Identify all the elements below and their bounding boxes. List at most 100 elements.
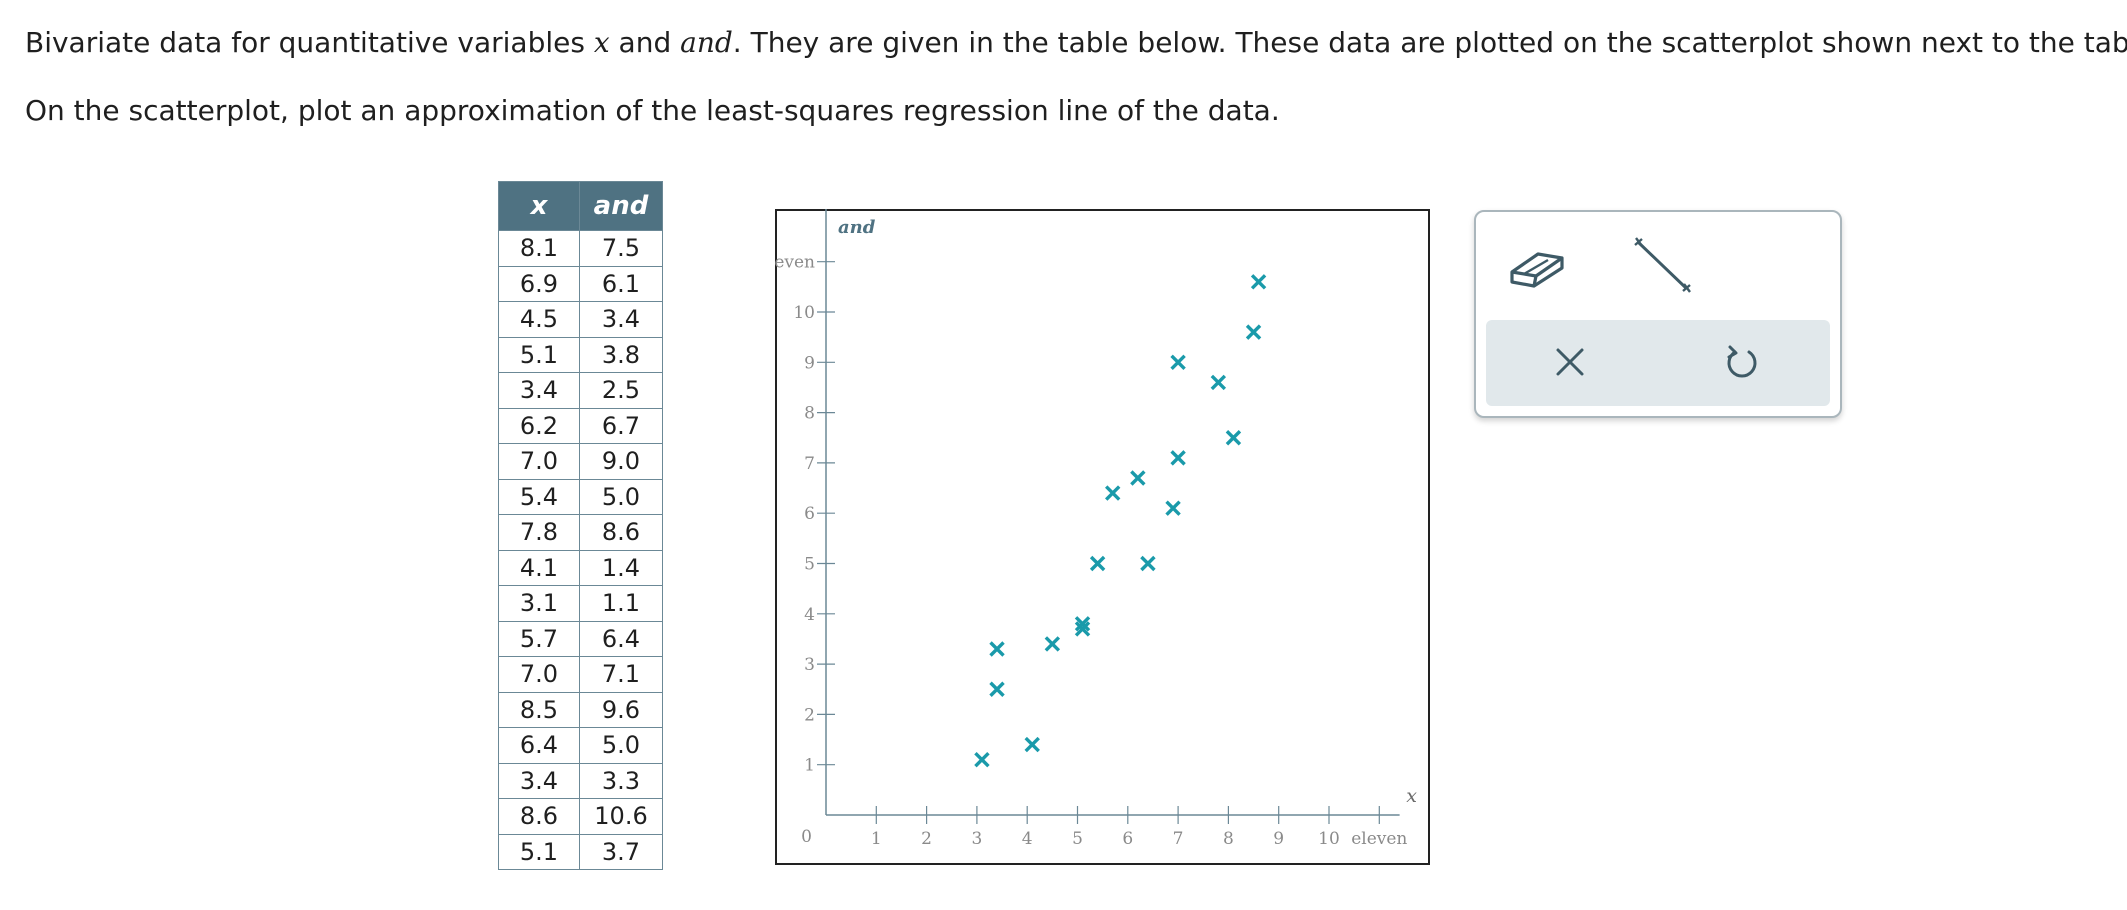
- x-tick-label: 6: [1122, 829, 1133, 849]
- y-tick-label: 2: [804, 705, 815, 725]
- x-marker: [1130, 470, 1146, 486]
- eraser-tool-button[interactable]: [1504, 238, 1568, 294]
- cell-y: 6.4: [579, 620, 663, 657]
- cell-x: 8.5: [498, 691, 580, 728]
- table-row: 5.4 5.0: [498, 478, 663, 515]
- cell-y: 7.1: [579, 656, 663, 693]
- origin-label: 0: [801, 827, 812, 847]
- cell-y: 3.8: [579, 336, 663, 373]
- table-body: 8.1 7.5 6.9 6.1 4.5 3.4 5.1 3.8 3.4 2.5 6.2 6.7 7.0 9…: [498, 230, 663, 870]
- table-row: 3.1 1.1: [498, 585, 663, 622]
- undo-button[interactable]: [1722, 342, 1762, 382]
- cell-x: 3.4: [498, 762, 580, 799]
- table-row: 8.6 10.6: [498, 798, 663, 835]
- question-line-2: On the scatterplot, plot an approximatio…: [25, 94, 1280, 127]
- cell-y: 6.7: [579, 407, 663, 444]
- cell-y: 3.3: [579, 762, 663, 799]
- data-point: [1170, 450, 1186, 466]
- table-row: 8.1 7.5: [498, 230, 663, 267]
- x-marker: [989, 681, 1005, 697]
- y-tick-label: 9: [804, 353, 815, 373]
- table-row: 5.1 3.7: [498, 833, 663, 870]
- x-tick-label: 1: [871, 829, 882, 849]
- x-marker: [1170, 354, 1186, 371]
- cell-y: 3.4: [579, 301, 663, 338]
- data-point: [1044, 636, 1061, 652]
- x-marker: [1140, 555, 1156, 572]
- data-point: [1165, 500, 1181, 516]
- data-point: [1105, 485, 1121, 501]
- x-marker: [1225, 430, 1242, 446]
- cell-x: 6.9: [498, 265, 580, 302]
- cell-y: 9.0: [579, 443, 663, 480]
- cell-y: 1.1: [579, 585, 663, 622]
- question-line-1: Bivariate data for quantitative variable…: [25, 26, 2127, 59]
- y-tick-label: 3: [804, 655, 815, 675]
- table-row: 8.5 9.6: [498, 691, 663, 728]
- scatterplot-frame: [775, 209, 1430, 865]
- x-marker: [1044, 636, 1061, 652]
- x-tick-label: 4: [1022, 829, 1033, 849]
- table-row: 7.0 9.0: [498, 443, 663, 480]
- table-row: 3.4 3.3: [498, 762, 663, 799]
- cell-y: 3.7: [579, 833, 663, 870]
- cell-x: 5.1: [498, 833, 580, 870]
- x-marker: [1089, 555, 1106, 572]
- cell-x: 4.1: [498, 549, 580, 586]
- table-row: 4.5 3.4: [498, 301, 663, 338]
- cell-y: 7.5: [579, 230, 663, 267]
- data-point: [1250, 274, 1267, 290]
- x-tick-label: 10: [1318, 829, 1340, 849]
- x-marker: [1165, 500, 1181, 516]
- x-tick-label: 5: [1072, 829, 1083, 849]
- data-table: x and 8.1 7.5 6.9 6.1 4.5 3.4 5.1 3.8 3.4 2.5 6.2 6…: [498, 181, 663, 870]
- data-point: [1074, 621, 1091, 637]
- cell-x: 8.6: [498, 798, 580, 835]
- data-point: [974, 751, 990, 768]
- question-text: . They are given in the table below. The…: [732, 26, 2127, 59]
- cell-x: 5.4: [498, 478, 580, 515]
- y-axis-label: and: [838, 217, 876, 238]
- variable-x: x: [593, 26, 610, 59]
- cell-x: 6.4: [498, 727, 580, 764]
- x-marker: [1170, 450, 1186, 466]
- undo-icon: [1727, 345, 1757, 378]
- data-point: [1225, 430, 1242, 446]
- y-tick-label: 5: [804, 555, 815, 575]
- data-point: [1130, 470, 1146, 486]
- cell-x: 4.5: [498, 301, 580, 338]
- x-marker: [1245, 324, 1262, 340]
- data-point: [1140, 555, 1156, 572]
- cell-x: 7.0: [498, 656, 580, 693]
- cell-y: 9.6: [579, 691, 663, 728]
- cell-y: 5.0: [579, 478, 663, 515]
- cell-x: 3.1: [498, 585, 580, 622]
- x-marker: [1074, 616, 1091, 632]
- data-point: [1245, 324, 1262, 340]
- cell-x: 7.8: [498, 514, 580, 551]
- table-header-row: x and: [498, 181, 663, 231]
- line-tool-button[interactable]: [1626, 230, 1698, 302]
- x-marker: [1210, 374, 1227, 391]
- data-point: [1089, 555, 1106, 572]
- cell-y: 2.5: [579, 372, 663, 409]
- scatterplot[interactable]: 1 2 3 4 5 6 7 8 9 10 eleven 1 2 3 4 5 6 7 8 9 10 even 0 x and: [775, 209, 1430, 865]
- x-axis-label: x: [1406, 785, 1417, 807]
- x-marker: [989, 641, 1005, 657]
- drawing-tool-panel: [1474, 210, 1842, 418]
- x-tick-label: 3: [971, 829, 982, 849]
- data-point: [989, 641, 1005, 657]
- cell-x: 3.4: [498, 372, 580, 409]
- table-row: 3.4 2.5: [498, 372, 663, 409]
- y-tick-label: 7: [804, 454, 815, 474]
- y-tick-label: 1: [804, 756, 815, 776]
- action-bar: [1486, 320, 1830, 406]
- cell-x: 6.2: [498, 407, 580, 444]
- y-tick-label: 4: [804, 605, 815, 625]
- clear-button[interactable]: [1550, 342, 1590, 382]
- cell-y: 8.6: [579, 514, 663, 551]
- x-tick-label: 9: [1273, 829, 1284, 849]
- cell-x: 5.1: [498, 336, 580, 373]
- x-marker: [1250, 274, 1267, 290]
- x-marker: [1074, 621, 1091, 637]
